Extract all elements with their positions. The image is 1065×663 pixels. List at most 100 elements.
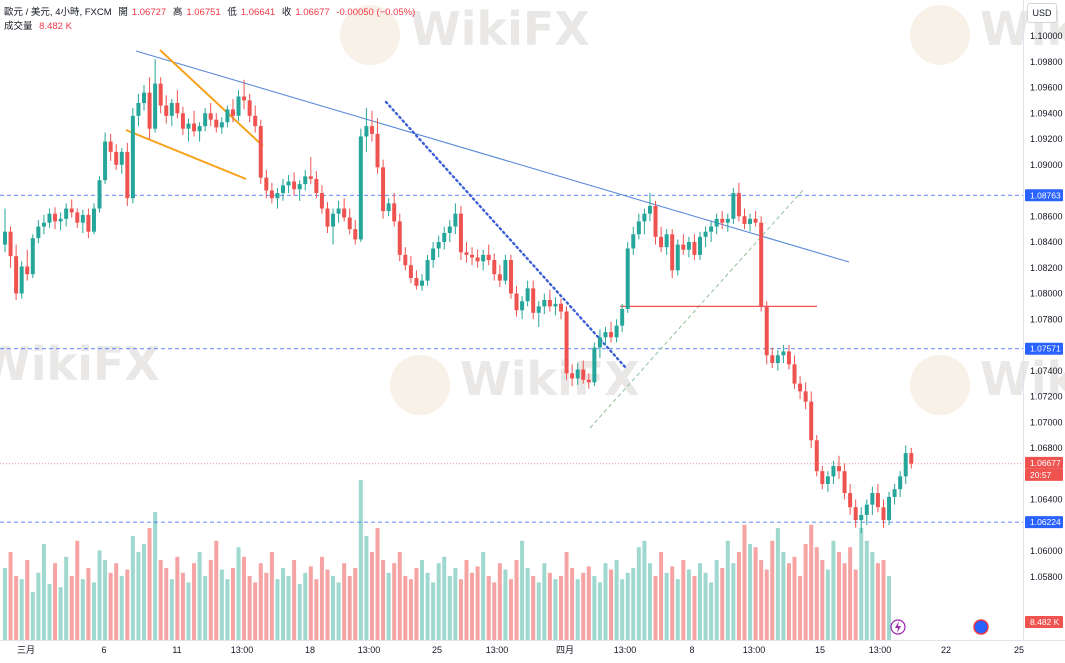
candle-body <box>236 96 241 116</box>
volume-bar <box>458 579 463 640</box>
volume-bar <box>153 512 158 640</box>
volume-bar <box>553 579 558 640</box>
volume-bar <box>492 582 497 640</box>
price-tag <box>1025 342 1063 355</box>
candle-body <box>41 222 46 227</box>
volume-bar <box>80 579 85 640</box>
candle-body <box>514 293 519 311</box>
candle-body <box>447 226 452 233</box>
candle-body <box>764 306 769 356</box>
volume-bar <box>559 576 563 640</box>
candle-body <box>909 453 914 464</box>
candle-body <box>486 254 491 261</box>
volume-bar <box>58 587 63 640</box>
candle-body <box>336 208 341 214</box>
y-tick-label: 1.08200 <box>1030 263 1063 273</box>
volume-bar <box>831 540 836 640</box>
volume-bar <box>236 547 241 640</box>
volume-label[interactable]: 成交量 <box>4 21 33 32</box>
volume-bar <box>219 569 224 640</box>
volume-bar <box>486 576 491 640</box>
volume-bar <box>436 563 441 640</box>
candle-body <box>75 212 80 223</box>
volume-bar <box>647 563 652 640</box>
volume-bar <box>564 552 569 640</box>
open-label: 開 <box>118 7 128 18</box>
candle-body <box>736 193 741 217</box>
volume-bar <box>664 572 669 640</box>
volume-bar <box>230 568 235 640</box>
candle-body <box>614 325 619 338</box>
candle-body <box>531 288 536 313</box>
volume-bar <box>97 550 102 640</box>
candle-body <box>381 167 386 212</box>
watermark-text: WikiFX <box>460 352 640 406</box>
volume-bar <box>41 544 46 640</box>
candle-body <box>203 113 208 127</box>
volume-bar <box>842 563 847 640</box>
price-tag-label: 1.06677 <box>1030 458 1061 468</box>
candle-body <box>570 373 575 379</box>
symbol-label[interactable]: 歐元 / 美元, 4小時, FXCM <box>4 7 112 18</box>
candle-body <box>331 213 336 227</box>
volume-bar <box>570 568 575 640</box>
change-value: -0.00050 (−0.05%) <box>336 7 416 18</box>
x-tick-label: 15 <box>815 645 825 655</box>
volume-bar <box>420 560 424 640</box>
volume-bar <box>536 582 541 640</box>
volume-bar <box>369 552 374 640</box>
candle-body <box>803 391 808 402</box>
candle-body <box>625 248 630 309</box>
candle-body <box>453 213 458 227</box>
volume-bar <box>197 552 202 640</box>
candle-body <box>247 100 252 116</box>
x-tick-label: 18 <box>305 645 315 655</box>
y-tick-label: 1.07000 <box>1030 417 1063 427</box>
volume-bar <box>731 563 736 640</box>
volume-bar <box>303 572 308 640</box>
candle-body <box>25 266 30 275</box>
candle-body <box>86 214 91 232</box>
volume-bar <box>820 560 825 640</box>
volume-bar <box>870 552 875 640</box>
trendline <box>135 50 850 263</box>
candle-body <box>714 218 719 227</box>
candle-body <box>464 252 469 255</box>
candle-body <box>492 260 497 275</box>
volume-bar <box>53 563 58 640</box>
volume-bar <box>86 568 91 640</box>
candle-body <box>636 221 641 235</box>
volume-bar <box>481 552 486 640</box>
volume-bar <box>786 563 791 640</box>
x-tick-label: 13:00 <box>869 645 892 655</box>
volume-bar <box>8 552 13 640</box>
candle-body <box>164 105 169 116</box>
high-label: 高 <box>172 7 183 18</box>
candle-body <box>125 151 130 199</box>
candle-body <box>325 208 330 227</box>
volume-bar <box>659 552 664 640</box>
currency-button[interactable]: USD <box>1027 3 1057 23</box>
price-tag-label: 1.07571 <box>1030 344 1061 354</box>
watermark-text: WikiFX <box>410 2 590 56</box>
candle-body <box>581 369 586 380</box>
volume-bar <box>186 582 191 640</box>
volume-bar <box>358 480 363 640</box>
y-tick-label: 1.06000 <box>1030 546 1063 556</box>
x-tick-label: 22 <box>941 645 951 655</box>
price-tag <box>1025 516 1063 529</box>
candle-body <box>225 109 230 123</box>
candle-body <box>253 115 258 127</box>
x-tick-label: 13:00 <box>358 645 381 655</box>
y-tick-label: 1.09400 <box>1030 108 1063 118</box>
candle-body <box>503 260 508 281</box>
candle-body <box>786 351 791 365</box>
candle-body <box>3 231 7 245</box>
candle-body <box>520 301 525 311</box>
price-tag-label: 1.06224 <box>1030 517 1061 527</box>
x-tick-label: 13:00 <box>614 645 637 655</box>
candle-body <box>436 242 441 249</box>
volume-bar <box>453 568 458 640</box>
volume-bar <box>386 572 391 640</box>
